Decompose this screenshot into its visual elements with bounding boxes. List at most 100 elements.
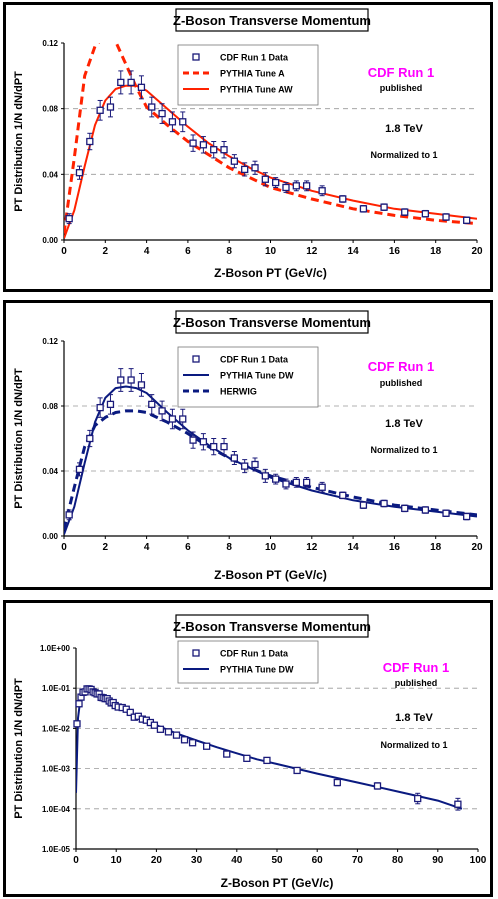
x-tick-label: 6	[185, 246, 191, 257]
data-point	[261, 175, 269, 183]
x-tick-label: 10	[111, 855, 123, 866]
data-point	[179, 415, 187, 423]
x-tick-label: 30	[191, 855, 203, 866]
data-point	[199, 141, 208, 149]
chart-svg: Z-Boson Transverse Momentum 1.0E-05 1.0E-0…	[13, 614, 487, 890]
data-point	[117, 78, 125, 87]
x-axis-label: Z-Boson PT (GeV/c)	[214, 266, 327, 280]
annotation: CDF Run 1	[383, 660, 449, 675]
data-point	[189, 436, 197, 444]
data-point	[210, 442, 218, 451]
x-tick-label: 8	[226, 246, 232, 257]
data-point	[127, 78, 135, 87]
data-point	[373, 782, 382, 790]
y-tick-label: 0.08	[42, 105, 58, 114]
data-point	[241, 462, 249, 470]
data-point	[380, 203, 388, 211]
legend-marker	[192, 355, 200, 363]
data-point	[86, 434, 94, 443]
data-point	[230, 157, 239, 165]
y-axis-label: PT Distribution 1/N dN/dPT	[13, 71, 25, 212]
chart-svg: Z-Boson Transverse Momentum 0.00 0.04 0.08 0…	[13, 310, 483, 582]
x-tick-label: 16	[389, 246, 401, 257]
x-tick-label: 4	[144, 542, 150, 553]
annotation: CDF Run 1	[368, 359, 434, 374]
data-point	[282, 183, 290, 192]
data-point	[293, 766, 301, 775]
data-point	[261, 472, 269, 480]
data-point	[251, 460, 259, 469]
y-tick-label: 1.0E-02	[42, 724, 71, 733]
annotation: Normalized to 1	[370, 445, 437, 455]
x-axis-label: Z-Boson PT (GeV/c)	[221, 876, 334, 890]
legend-label: PYTHIA Tune DW	[220, 665, 294, 675]
data-point	[272, 178, 280, 187]
chart-panel-tune-a-aw: Z-Boson Transverse Momentum 0.00 0.04 0.08 0…	[3, 2, 493, 292]
data-point	[127, 376, 135, 384]
data-point	[442, 213, 450, 221]
x-axis-label: Z-Boson PT (GeV/c)	[214, 568, 327, 582]
series-line-pythia-tune-dw	[64, 385, 477, 535]
legend-label: PYTHIA Tune A	[220, 69, 285, 79]
annotation: published	[395, 678, 438, 688]
y-tick-label: 1.0E-05	[42, 845, 71, 854]
data-point	[220, 146, 228, 154]
x-tick-label: 80	[392, 855, 404, 866]
x-tick-label: 12	[306, 542, 318, 553]
y-tick-label: 1.0E-01	[42, 684, 71, 693]
data-point	[156, 725, 165, 733]
x-tick-label: 16	[389, 542, 401, 553]
data-point	[421, 506, 430, 514]
data-point	[96, 106, 104, 114]
data-point	[168, 415, 177, 423]
data-point	[158, 109, 166, 118]
x-tick-label: 18	[430, 246, 442, 257]
legend-marker	[192, 649, 200, 657]
data-point	[380, 499, 388, 508]
data-point	[180, 736, 189, 744]
chart-svg: Z-Boson Transverse Momentum 0.00 0.04 0.08 0…	[13, 8, 483, 280]
x-tick-label: 10	[265, 542, 277, 553]
x-tick-label: 2	[103, 246, 109, 257]
legend-label: HERWIG	[220, 387, 257, 397]
series-line-pythia-tune-a	[64, 43, 477, 234]
y-axis-label: PT Distribution 1/N dN/dPT	[13, 368, 25, 509]
annotation: CDF Run 1	[368, 65, 434, 80]
x-tick-label: 0	[61, 246, 67, 257]
data-point	[75, 700, 83, 708]
data-point	[463, 512, 471, 521]
data-point	[421, 210, 430, 218]
data-point	[302, 478, 311, 487]
data-point	[318, 483, 326, 491]
y-axis-label: PT Distribution 1/N dN/dPT	[13, 678, 25, 819]
x-tick-label: 100	[470, 855, 487, 866]
legend-label: PYTHIA Tune AW	[220, 85, 293, 95]
data-point	[117, 376, 125, 384]
x-tick-label: 10	[265, 246, 277, 257]
x-tick-label: 6	[185, 542, 191, 553]
data-point	[414, 794, 422, 803]
title-box	[175, 8, 369, 32]
data-point	[302, 182, 311, 190]
annotation: 1.8 TeV	[395, 712, 433, 724]
x-tick-label: 12	[306, 246, 318, 257]
curve-layer	[64, 385, 477, 535]
annotation: Normalized to 1	[380, 740, 447, 750]
data-point	[442, 509, 450, 517]
annotation: published	[380, 378, 423, 388]
x-tick-label: 4	[144, 246, 150, 257]
data-point	[148, 400, 156, 409]
y-tick-label: 0.04	[42, 170, 58, 179]
y-tick-label: 1.0E-04	[42, 805, 71, 814]
legend-box	[177, 640, 319, 684]
x-tick-label: 2	[103, 542, 109, 553]
x-tick-label: 70	[352, 855, 364, 866]
y-tick-label: 1.0E-03	[42, 765, 71, 774]
chart-title: Z-Boson Transverse Momentum	[173, 315, 371, 330]
data-point	[220, 442, 228, 451]
title-box	[175, 614, 369, 638]
x-tick-label: 8	[226, 542, 232, 553]
data-point	[251, 164, 259, 172]
y-tick-label: 1.0E+00	[40, 644, 71, 653]
y-tick-label: 0.08	[42, 402, 58, 411]
